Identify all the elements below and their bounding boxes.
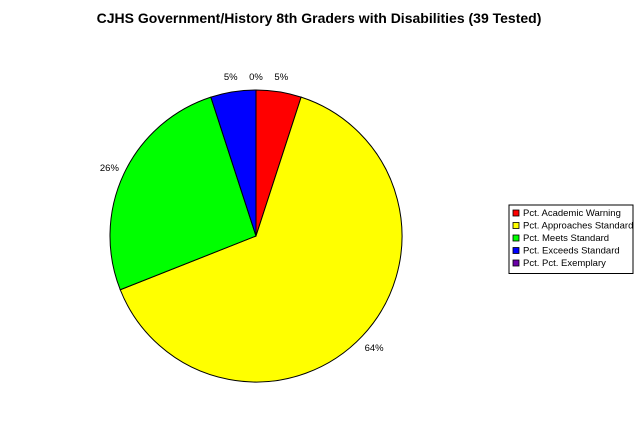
slice-label-pct-exceeds-standard: 5%	[224, 72, 238, 83]
pie-slices	[109, 89, 403, 383]
legend-label-pct-academic-warning: Pct. Academic Warning	[523, 208, 621, 219]
legend-label-pct-pct-exemplary: Pct. Pct. Exemplary	[523, 258, 606, 269]
legend-label-pct-exceeds-standard: Pct. Exceeds Standard	[523, 246, 620, 257]
pie-slice-pct-approaches-standard	[119, 96, 403, 383]
pie-labels: 5% 64% 26% 5% 0%	[100, 72, 384, 354]
slice-label-pct-approaches-standard: 64%	[365, 343, 385, 354]
legend-label-pct-meets-standard: Pct. Meets Standard	[523, 233, 609, 244]
legend-swatch-pct-approaches-standard	[512, 222, 520, 229]
legend-swatch-pct-academic-warning	[512, 209, 520, 217]
slice-label-pct-meets-standard: 26%	[100, 163, 120, 174]
legend-swatch-pct-exceeds-standard	[512, 247, 520, 254]
legend-swatch-pct-meets-standard	[512, 234, 520, 242]
slice-label-pct-pct-exemplary: 0%	[249, 72, 263, 83]
legend-frame	[508, 204, 634, 274]
pie-slice-pct-meets-standard	[109, 96, 257, 291]
legend-label-pct-approaches-standard: Pct. Approaches Standard	[523, 221, 633, 232]
pie-slice-pct-exceeds-standard	[210, 89, 257, 237]
slice-label-pct-academic-warning: 5%	[274, 72, 288, 83]
chart-legend: Pct. Academic Warning Pct. Approaches Sta…	[508, 204, 634, 274]
legend-swatch-pct-pct-exemplary	[512, 259, 520, 267]
chart-title: CJHS Government/History 8th Graders with…	[97, 10, 542, 26]
